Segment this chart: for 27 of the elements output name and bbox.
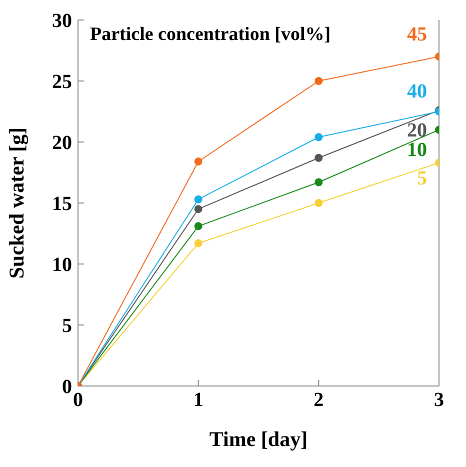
y-tick-label: 20 (52, 132, 72, 154)
x-tick-label: 2 (314, 389, 324, 412)
point (314, 77, 323, 85)
series-label: 5 (417, 168, 427, 190)
series-label: 45 (407, 24, 427, 46)
point (194, 158, 202, 166)
x-tick-label: 3 (434, 389, 444, 412)
y-axis-title: Sucked water [g] (4, 127, 28, 279)
y-tick-label: 10 (52, 254, 72, 276)
series-label: 10 (407, 138, 427, 161)
y-tick-label: 25 (52, 71, 72, 94)
point (194, 195, 202, 204)
point (314, 178, 323, 186)
point (194, 222, 202, 230)
point (314, 133, 323, 142)
point (314, 199, 323, 207)
x-axis-title: Time [day] (209, 427, 308, 451)
y-tick-label: 30 (52, 10, 72, 32)
series-label: 20 (407, 119, 427, 142)
x-tick-label: 1 (193, 389, 204, 412)
legend-title: Particle concentration [vol%] (90, 24, 331, 46)
y-tick-label: 15 (52, 193, 72, 216)
point (194, 205, 202, 214)
y-tick-label: 5 (62, 315, 72, 338)
series-label: 40 (407, 80, 427, 102)
point (194, 239, 202, 248)
point (314, 154, 323, 162)
